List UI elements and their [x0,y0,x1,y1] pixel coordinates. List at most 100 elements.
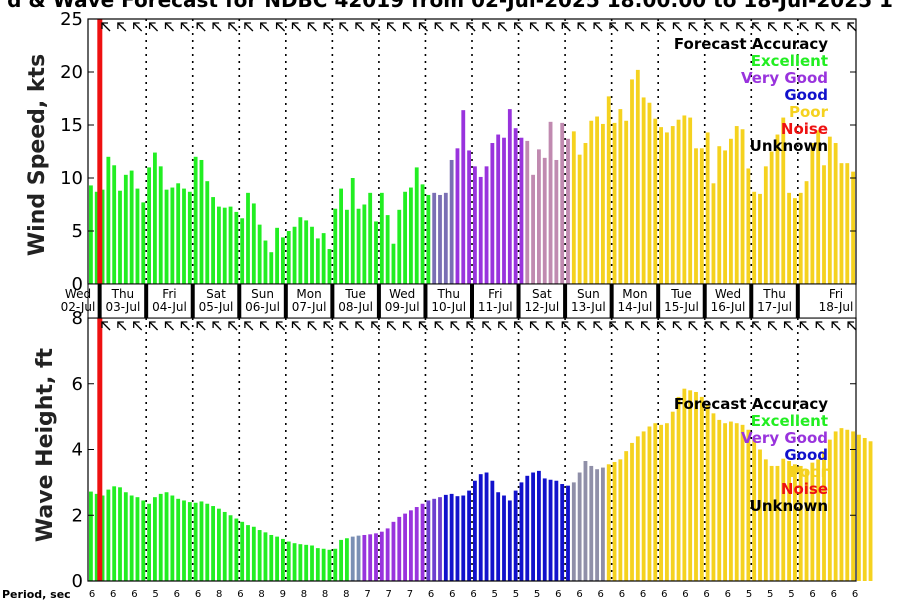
day-date: 14-Jul [618,300,653,314]
bar [496,492,501,581]
direction-arrow [434,321,444,331]
bar [315,238,320,284]
bar [403,191,407,284]
bar [443,192,448,284]
bar [455,496,460,581]
direction-arrow [783,321,794,331]
bar [734,423,739,581]
bar [222,207,227,284]
bar [333,208,338,284]
bar [298,544,303,581]
direction-arrow [641,22,651,32]
bar [787,192,791,284]
bar [240,521,245,581]
bar [153,497,157,581]
direction-arrow [260,321,270,331]
day-date: 18-Jul [819,300,854,314]
bar [257,530,262,581]
bar [187,191,192,284]
bar [682,115,687,285]
period-value: 5 [492,589,498,600]
bar [822,451,826,581]
bar [321,233,326,284]
direction-arrow [593,321,603,331]
y-tick-label: 8 [72,308,83,329]
bar [345,538,349,581]
bar [304,220,309,284]
direction-arrow [609,22,619,32]
bar [129,170,134,284]
y-tick-label: 20 [60,62,83,83]
day-date: 04-Jul [152,300,187,314]
bar [199,159,204,284]
bar [571,131,576,284]
direction-arrow [815,321,825,331]
bar [583,143,588,284]
period-value: 6 [640,589,646,600]
bar [531,174,535,284]
bar [868,441,873,581]
bar [222,511,227,581]
bar [542,157,547,284]
bar [612,122,617,284]
bar [449,493,454,581]
bar [374,221,378,284]
direction-arrow [117,321,127,331]
direction-arrow [498,321,508,331]
direction-arrow [482,22,492,32]
direction-arrow [704,22,714,32]
bar [339,539,343,581]
period-value: 6 [174,589,180,600]
period-value: 6 [619,589,625,600]
direction-arrow [101,321,111,331]
direction-arrow [291,22,301,32]
bar [816,130,821,284]
direction-arrow [514,321,524,331]
bar [612,461,617,581]
bar [781,117,786,284]
direction-arrow [688,321,698,331]
bar [193,502,198,581]
bar [246,525,250,581]
direction-arrow [117,22,127,32]
legend-item: Unknown [750,497,828,515]
period-value: 5 [767,589,773,600]
bar [513,128,518,284]
direction-arrow [752,22,762,32]
day-divider [795,284,800,318]
legend-title: Forecast Accuracy [674,395,828,413]
bar [263,532,268,581]
bar [211,197,215,284]
direction-arrow [577,321,587,331]
bar [566,485,570,581]
bar [286,231,291,284]
bar [618,109,623,284]
bar [577,154,582,284]
day-divider [144,284,149,318]
bar [525,140,530,284]
direction-arrow [164,22,174,32]
direction-arrow [609,321,619,331]
bar [484,166,489,284]
day-divider [283,284,288,318]
bar [292,226,297,284]
bar [665,132,669,284]
bar [810,462,815,581]
bar [694,148,698,284]
bar [246,192,250,284]
direction-arrow [482,321,492,331]
bar [775,465,780,581]
bar [845,429,850,581]
direction-arrow [402,22,413,32]
bar [851,431,855,581]
bar [647,102,652,285]
direction-arrow [180,321,190,331]
bar [758,449,762,581]
bar [845,163,850,284]
day-divider [516,284,521,318]
bar [281,237,285,284]
legend-title: Forecast Accuracy [674,35,828,53]
y-tick-label: 4 [72,440,83,461]
bar [694,391,698,581]
bar [170,187,175,284]
